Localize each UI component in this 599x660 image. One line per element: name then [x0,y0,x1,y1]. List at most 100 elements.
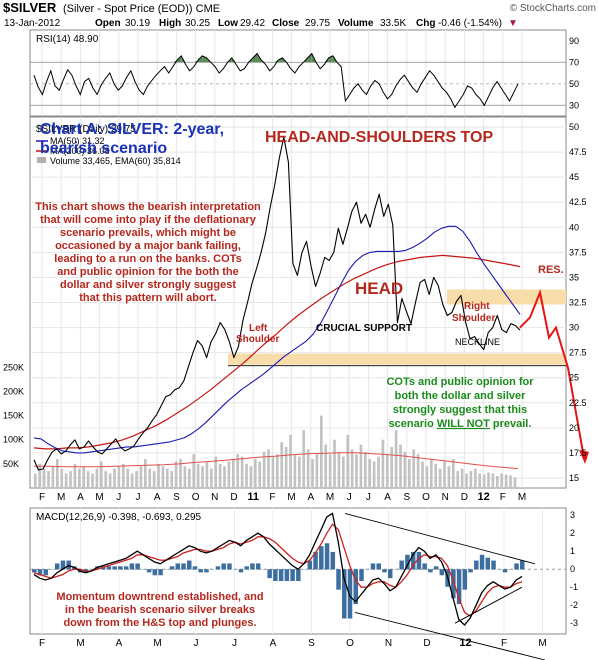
macd-histogram-bar [175,563,181,570]
macd-histogram-bar [319,546,324,570]
volume-ema-line [34,452,519,470]
x-tick-label: S [173,492,180,503]
macd-histogram-bar [215,566,221,570]
y-tick-label: 35 [569,272,579,282]
volume-bar [56,459,59,488]
cots-line: strongly suggest that this [393,404,527,416]
volume-bar [320,415,323,488]
macd-histogram-bar [290,569,295,582]
macd-annotation: Momentum downtrend established, and in t… [56,591,263,629]
volume-bar [139,466,143,488]
volume-bar [152,471,156,488]
macd-histogram-bar [313,551,318,570]
volume-bar [465,473,468,488]
macd-histogram-bar [273,569,278,582]
quote-date: 13-Jan-2012 [4,18,61,29]
volume-bar [227,461,231,488]
right-shoulder-label-1: Right [464,301,490,312]
volume-bar [328,454,332,488]
x-tick-label: J [116,492,121,503]
macd-histogram-bar [221,563,226,570]
symbol: $SILVER [3,0,57,15]
volume-bar [148,468,152,488]
macd-histogram-bar [399,560,404,570]
macd-histogram-bar [439,569,445,576]
volume-bar [500,473,504,488]
x-tick-label: F [39,492,45,503]
rsi-overbought-fill [202,55,207,63]
grid-layer [30,30,566,634]
volume-bar [126,468,130,488]
macd-histogram-bar [376,563,381,570]
left-shoulder-label-1: Left [249,323,268,334]
low-value: 29.42 [240,18,265,29]
volume-bar [91,473,94,488]
ma200-line [33,254,521,450]
x-tick-label: M [95,492,103,503]
x-tick-label: M [518,492,526,503]
macd-histogram-bar [169,566,175,570]
macd-signal-line [33,523,523,617]
volume-bar [122,463,125,488]
right-shoulder-label-2: Shoulder [452,313,495,324]
volume-bar [196,463,200,488]
macd-histogram-bar [250,563,255,570]
projection-arrow [519,289,585,459]
macd-histogram-bar [152,569,158,576]
volume-tick-label: 250K [3,362,24,372]
x-tick-label: A [307,492,314,503]
volume-bar [408,459,411,488]
volume-bar [188,468,191,488]
macd-histogram-bar [244,566,249,570]
macd-histogram-bar [181,563,186,570]
macd-x-tick-label: A [116,638,123,649]
macd-histogram-bar [135,563,140,570]
volume-bar [359,444,363,488]
macd-histogram-bar [382,569,387,573]
bearish-text-line: scenario prevails, which might be [60,227,236,239]
volume-bar [491,473,495,488]
macd-histogram-bar [485,557,491,570]
cots-line: COTs and public opinion for [386,376,534,388]
x-tick-label: A [77,492,84,503]
crucial-support-label: CRUCIAL SUPPORT [316,323,412,334]
y-tick-label: 15 [569,473,579,483]
volume-bar [130,473,134,488]
volume-bar [210,468,213,488]
macd-histogram-bar [60,560,66,570]
macd-trendline-lower [354,611,546,660]
volume-legend: Volume 33,465, EMA(60) 35,814 [50,156,181,166]
macd-histogram-bar [324,543,330,570]
volume-bar [478,473,482,488]
y-tick-label: 40 [569,222,579,232]
x-tick-label: N [442,492,449,503]
macd-histogram-bar [112,566,117,570]
macd-histogram-bar [227,563,232,570]
volume-tick-label: 50K [3,459,19,469]
volume-bar [240,456,244,488]
symbol-description: (Silver - Spot Price (EOD)) CME [63,3,220,15]
rsi-panel [29,29,567,117]
volume-tick-label: 200K [3,386,24,396]
ma50-line [33,225,521,454]
volume-bar [144,459,147,488]
volume-bar [416,454,420,488]
macd-histogram-bar [146,569,152,573]
volume-bar [469,471,473,488]
macd-histogram-bar [359,569,364,582]
macd-histogram-bar [32,569,37,573]
y-tick-label: 50 [569,122,579,132]
macd-histogram-bar [267,569,272,579]
volume-bar [443,461,446,488]
macd-histogram-bar [387,569,393,579]
volume-bar [452,459,455,488]
volume-bar [218,463,222,488]
high-label: High [159,18,181,29]
rsi-overbought-fill [252,53,258,63]
chg-label: Chg [416,18,435,29]
volume-bar [447,466,451,488]
volume-bar [174,461,178,488]
volume-bar [276,454,279,488]
volume-bar [104,471,108,488]
open-label: Open [95,18,121,29]
